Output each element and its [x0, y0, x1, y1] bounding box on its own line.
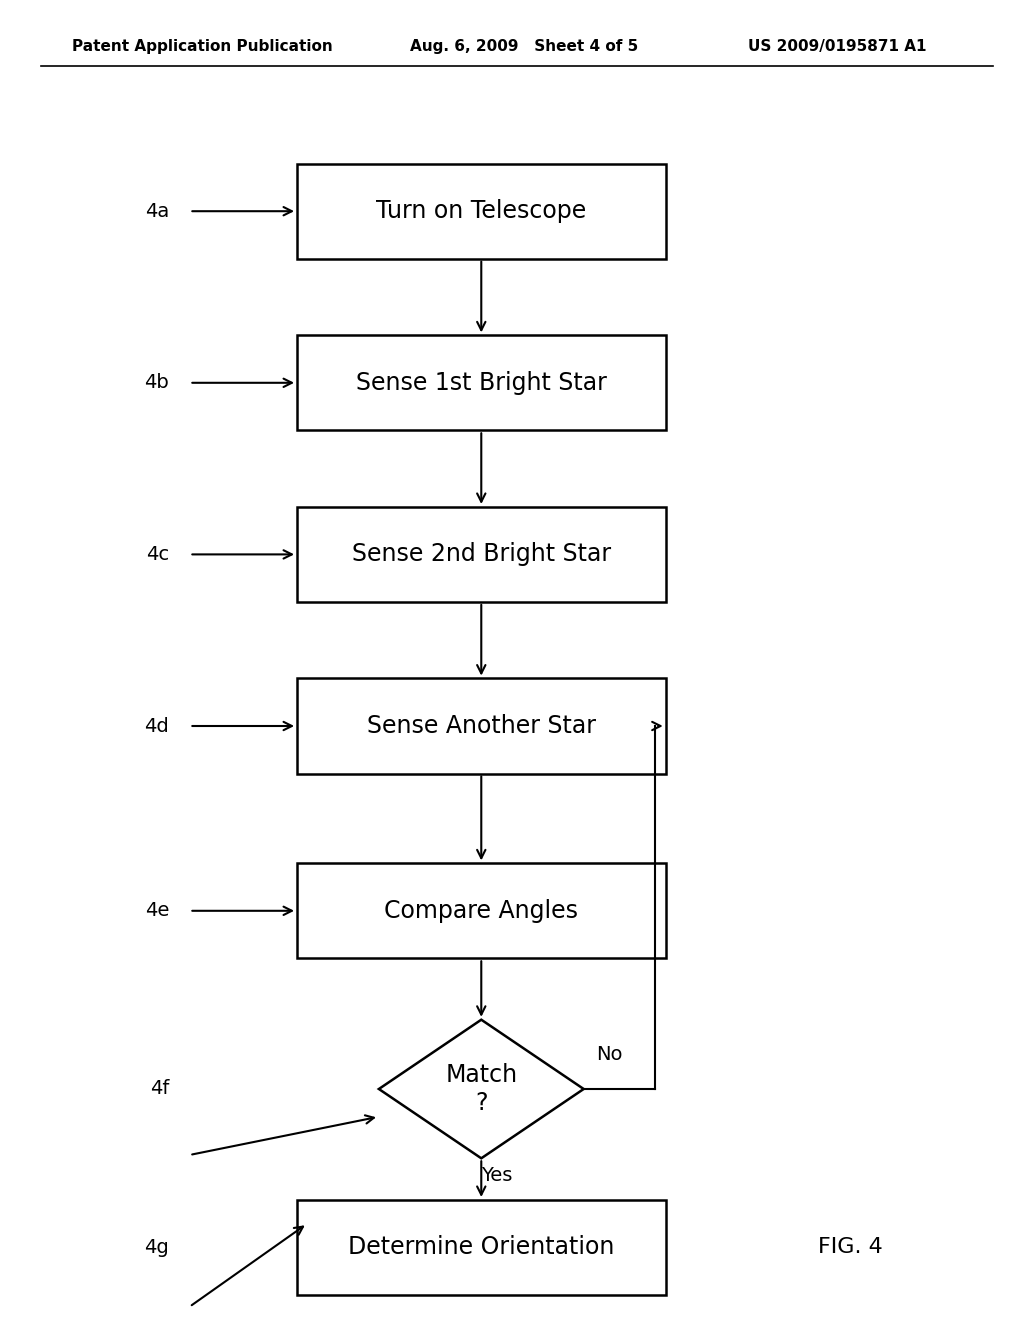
Text: 4g: 4g	[144, 1238, 169, 1257]
Text: 4e: 4e	[144, 902, 169, 920]
Text: Sense Another Star: Sense Another Star	[367, 714, 596, 738]
Text: Sense 2nd Bright Star: Sense 2nd Bright Star	[351, 543, 611, 566]
Text: Patent Application Publication: Patent Application Publication	[72, 38, 333, 54]
FancyBboxPatch shape	[297, 678, 666, 774]
FancyBboxPatch shape	[297, 335, 666, 430]
Text: 4f: 4f	[150, 1080, 169, 1098]
Text: Sense 1st Bright Star: Sense 1st Bright Star	[356, 371, 606, 395]
Text: 4d: 4d	[144, 717, 169, 735]
FancyBboxPatch shape	[297, 164, 666, 259]
Text: Determine Orientation: Determine Orientation	[348, 1236, 614, 1259]
Text: 4b: 4b	[144, 374, 169, 392]
Text: 4a: 4a	[144, 202, 169, 220]
Text: FIG. 4: FIG. 4	[817, 1237, 883, 1258]
Text: No: No	[596, 1045, 623, 1064]
Text: US 2009/0195871 A1: US 2009/0195871 A1	[748, 38, 926, 54]
FancyBboxPatch shape	[297, 1200, 666, 1295]
Text: Match
?: Match ?	[445, 1063, 517, 1115]
Text: Aug. 6, 2009   Sheet 4 of 5: Aug. 6, 2009 Sheet 4 of 5	[410, 38, 638, 54]
FancyBboxPatch shape	[297, 507, 666, 602]
Polygon shape	[379, 1020, 584, 1159]
Text: Turn on Telescope: Turn on Telescope	[376, 199, 587, 223]
Text: Compare Angles: Compare Angles	[384, 899, 579, 923]
Text: Yes: Yes	[481, 1167, 512, 1185]
Text: 4c: 4c	[145, 545, 169, 564]
FancyBboxPatch shape	[297, 863, 666, 958]
